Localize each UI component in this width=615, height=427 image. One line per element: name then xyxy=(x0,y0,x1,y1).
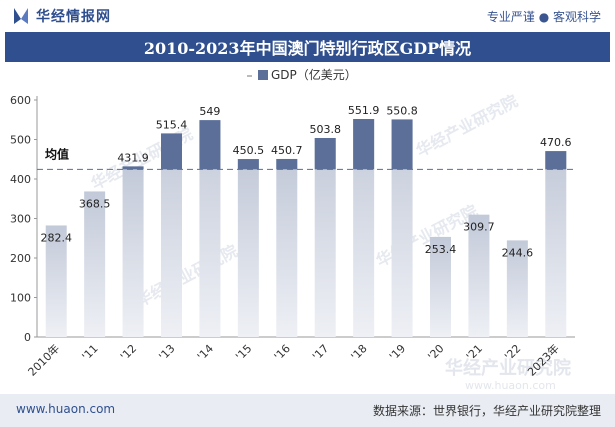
legend: GDP（亿美元） xyxy=(247,67,357,82)
legend-dash xyxy=(247,75,252,77)
bar xyxy=(545,151,567,337)
bar xyxy=(430,236,451,337)
x-tick-label: '14 xyxy=(195,342,216,363)
watermark-url: www.huaon.com xyxy=(465,379,556,392)
y-tick-label: 100 xyxy=(10,292,31,305)
brand: 华经情报网 xyxy=(12,6,111,26)
data-label: 551.9 xyxy=(348,104,380,117)
bar-above-average xyxy=(314,137,336,170)
bar xyxy=(276,158,298,337)
data-label: 450.5 xyxy=(233,144,265,157)
x-tick-label: '13 xyxy=(156,342,177,363)
bar-above-average xyxy=(353,118,375,170)
watermark-text: 华经产业研究院 xyxy=(413,91,521,160)
bar xyxy=(314,137,336,337)
x-tick-label: '19 xyxy=(387,342,408,363)
average-line-group: 均值 xyxy=(37,146,575,170)
data-labels: 282.4 368.5 431.9 515.4 549 450.5 450.7 503.8 55… xyxy=(40,104,571,259)
chart-title: 2010-2023年中国澳门特别行政区GDP情况 xyxy=(143,39,472,58)
data-label: 368.5 xyxy=(79,197,111,210)
tagline: 专业严谨 ● 客观科学 xyxy=(486,10,601,24)
bar xyxy=(45,225,67,337)
y-tick-label: 0 xyxy=(24,331,31,344)
bar-above-average xyxy=(391,119,413,170)
footer-source: 数据来源：世界银行，华经产业研究院整理 xyxy=(372,404,601,418)
x-tick-label: '20 xyxy=(425,342,446,363)
data-label: 515.4 xyxy=(156,118,188,131)
footer-website: www.huaon.com xyxy=(16,402,116,416)
title-bar: 2010-2023年中国澳门特别行政区GDP情况 xyxy=(5,32,610,62)
data-label: 309.7 xyxy=(463,221,495,234)
bar xyxy=(353,118,375,337)
brand-name: 华经情报网 xyxy=(36,9,111,25)
bar-above-average xyxy=(199,120,221,170)
x-tick-label: '15 xyxy=(233,342,254,363)
x-tick-label: 2010年 xyxy=(25,341,62,378)
bars xyxy=(45,118,567,338)
x-tick-label: '11 xyxy=(80,342,101,363)
bar xyxy=(122,166,144,337)
y-tick-label: 300 xyxy=(10,213,31,226)
x-tick-label: '12 xyxy=(118,342,139,363)
data-label: 550.8 xyxy=(386,104,418,117)
bar xyxy=(391,119,413,338)
y-tick-label: 500 xyxy=(10,134,31,147)
data-label: 431.9 xyxy=(117,151,149,164)
x-tick-label: '17 xyxy=(310,342,331,363)
bar-above-average xyxy=(237,159,259,170)
average-label: 均值 xyxy=(45,146,69,161)
data-label: 503.8 xyxy=(309,123,341,136)
watermark-text: 华经产业研究院 xyxy=(445,357,571,379)
top-bar: 华经情报网 专业严谨 ● 客观科学 xyxy=(0,0,615,32)
bar-chart: 华经产业研究院 华经产业研究院华经产业研究院华经产业研究院华经产业研究院www.h… xyxy=(10,67,575,392)
legend-label: GDP（亿美元） xyxy=(271,67,357,82)
bar-above-average xyxy=(122,166,144,170)
watermark-text: 华经产业研究院 xyxy=(373,201,481,270)
bar xyxy=(84,191,106,337)
y-tick-label: 600 xyxy=(10,94,31,107)
bar xyxy=(237,159,259,337)
bar xyxy=(506,240,528,337)
x-tick-label: '16 xyxy=(272,342,293,363)
bar-above-average xyxy=(276,158,298,170)
bar xyxy=(161,133,182,337)
bar xyxy=(199,120,221,337)
footer: www.huaon.com 数据来源：世界银行，华经产业研究院整理 xyxy=(0,394,615,427)
data-label: 282.4 xyxy=(40,231,72,244)
brand-logo-icon xyxy=(14,8,28,24)
y-tick-label: 400 xyxy=(10,173,31,186)
data-label: 470.6 xyxy=(540,136,572,149)
x-tick-label: '18 xyxy=(349,342,370,363)
data-label: 253.4 xyxy=(425,243,457,256)
bar-above-average xyxy=(161,133,182,170)
data-label: 450.7 xyxy=(271,144,303,157)
bar xyxy=(468,214,490,337)
data-label: 549 xyxy=(199,105,220,118)
watermark-text: 华经产业研究院 xyxy=(133,241,241,310)
legend-swatch xyxy=(258,70,268,80)
data-label: 244.6 xyxy=(502,246,534,259)
y-tick-label: 200 xyxy=(10,252,31,265)
bar-above-average xyxy=(545,151,567,170)
